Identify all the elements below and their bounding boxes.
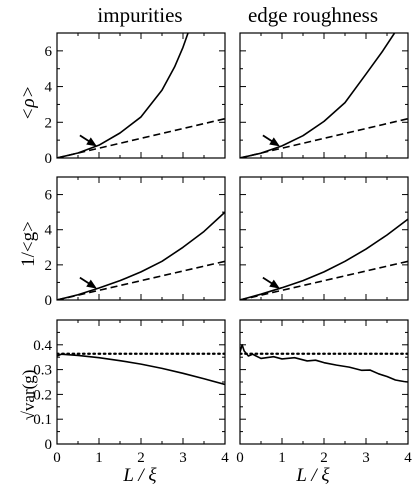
y-tick-label: 0.1: [33, 412, 52, 428]
series-solid-var-g-edge: [240, 343, 408, 383]
arrow-head: [269, 279, 280, 289]
arrow-head: [86, 279, 97, 289]
x-tick-label: 1: [95, 450, 103, 466]
xlabel-right-text: L / ξ: [295, 465, 330, 486]
plot-frame: [56, 32, 226, 159]
x-tick-label: 0: [53, 450, 61, 466]
xlabel-left: L / ξ: [122, 465, 157, 486]
x-tick-label: 0: [236, 450, 244, 466]
y-tick-label: 6: [45, 188, 53, 204]
y-tick-label: 0: [45, 293, 53, 309]
y-tick-label: 0.4: [33, 338, 52, 354]
ylabel-inverse-g: 1/<g>: [18, 221, 39, 267]
panel-var-g-edge: 0 1 2 3 4: [236, 319, 412, 466]
ylabel-sqrt-var-g-text: √var(g): [19, 370, 38, 421]
series-dashed-inv-g-impurities: [57, 260, 225, 300]
panel-inv-g-edge: [239, 176, 409, 301]
series-dashed-rho-edge: [240, 117, 408, 158]
y-tick-label: 4: [45, 80, 53, 96]
ylabel-rho: <ρ>: [18, 86, 39, 121]
series-solid-inv-g-edge: [240, 218, 408, 300]
x-tick-label: 3: [179, 450, 187, 466]
y-tick-label: 6: [45, 44, 53, 60]
arrow-head: [269, 137, 280, 147]
x-tick-label: 1: [278, 450, 286, 466]
xlabel-right: L / ξ: [295, 465, 330, 486]
panel-rho-edge: [239, 32, 409, 159]
series-solid-rho-impurities: [57, 33, 189, 158]
ylabel-sqrt-var-g: √var(g): [19, 370, 38, 421]
x-tick-label: 3: [362, 450, 370, 466]
series-solid-var-g-impurities: [57, 353, 225, 386]
column-title-impurities: impurities: [97, 3, 182, 27]
series-dashed-inv-g-edge: [240, 260, 408, 300]
plot-frame: [56, 319, 226, 445]
y-tick-label: 4: [45, 223, 53, 239]
y-tick-label: 2: [45, 115, 53, 131]
arrow-head: [86, 137, 97, 147]
x-tick-label: 4: [404, 450, 412, 466]
xlabel-left-text: L / ξ: [122, 465, 157, 486]
column-title-edge-roughness: edge roughness: [248, 3, 378, 27]
panel-rho-impurities: 0 2 4 6: [45, 32, 226, 167]
x-tick-label: 4: [221, 450, 229, 466]
y-tick-label: 0: [45, 437, 53, 453]
y-tick-label: 0.2: [33, 387, 52, 403]
y-tick-label: 0: [45, 151, 53, 167]
x-tick-label: 2: [320, 450, 328, 466]
panel-var-g-impurities: 0 1 2 3 4 0 0.1 0.2 0.3 0.4: [33, 319, 229, 466]
y-tick-label: 0.3: [33, 363, 52, 379]
panel-inv-g-impurities: 0 2 4 6: [45, 176, 226, 309]
series-solid-inv-g-impurities: [57, 211, 225, 300]
y-tick-label: 2: [45, 258, 53, 274]
plot-frame: [56, 176, 226, 301]
series-dashed-rho-impurities: [57, 117, 225, 158]
x-tick-label: 2: [137, 450, 145, 466]
plot-frame: [239, 319, 409, 445]
